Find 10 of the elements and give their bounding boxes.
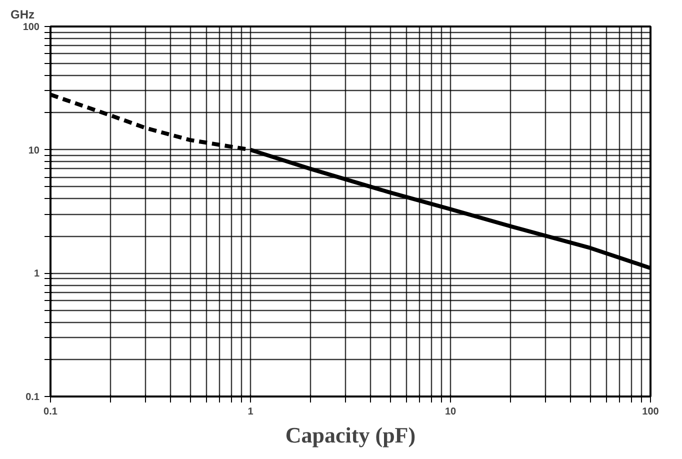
y-tick-label: 0.1 [26, 392, 40, 403]
x-axis-title: Capacity (pF) [285, 422, 416, 448]
y-axis-title: GHz [10, 8, 34, 22]
x-tick-label: 0.1 [44, 406, 58, 418]
x-tick-label: 1 [248, 406, 254, 418]
y-tick-label: 100 [22, 22, 40, 33]
x-tick-label: 10 [444, 406, 456, 418]
y-tick-label: 1 [34, 268, 40, 280]
x-tick-label: 100 [642, 406, 660, 418]
y-tick-label: 10 [28, 145, 40, 156]
